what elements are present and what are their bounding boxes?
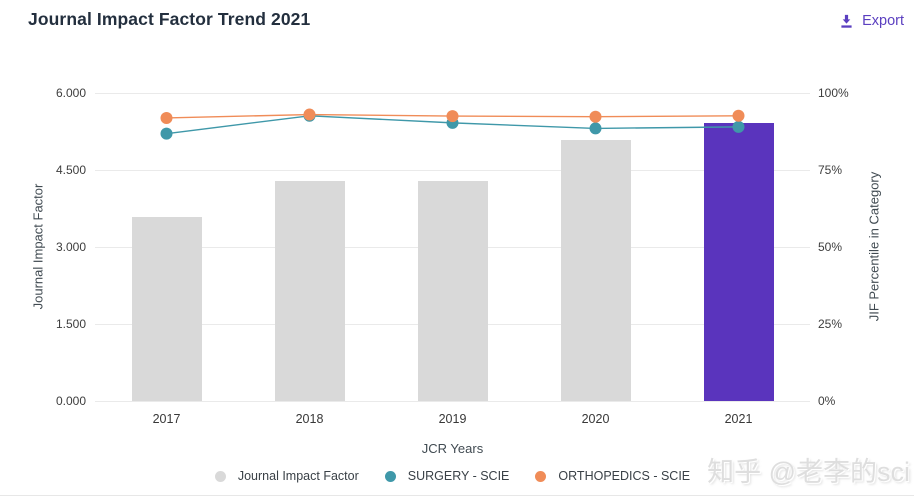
y-left-tick-label: 6.000 [55, 86, 86, 100]
data-point-orthopedics-scie-2021[interactable] [732, 109, 745, 122]
export-button[interactable]: Export [839, 13, 904, 29]
legend-dot [214, 470, 226, 482]
x-axis-title: JCR Years [421, 441, 484, 456]
bar-2017[interactable] [131, 217, 202, 401]
legend-dot [535, 470, 547, 482]
x-tick-label: 2020 [581, 412, 610, 426]
gridline [95, 401, 810, 402]
bar-2021[interactable] [703, 123, 774, 401]
chart-legend: Journal Impact Factor SURGERY - SCIE ORTHO… [95, 469, 810, 483]
y-left-tick-label: 0.000 [55, 394, 86, 408]
export-button-label: Export [862, 13, 904, 29]
legend-item-surgery-scie[interactable]: SURGERY - SCIE [384, 469, 510, 483]
legend-label: SURGERY - SCIE [407, 469, 510, 483]
left-axis-title: Journal Impact Factor [30, 183, 46, 310]
bar-2020[interactable] [560, 139, 631, 401]
data-point-surgery-scie-2019[interactable] [446, 116, 459, 129]
data-point-orthopedics-scie-2018[interactable] [303, 108, 316, 121]
y-right-tick-label: 0% [818, 394, 836, 408]
bottom-divider [0, 495, 914, 496]
data-point-orthopedics-scie-2017[interactable] [160, 111, 173, 124]
data-point-surgery-scie-2020[interactable] [589, 122, 602, 135]
y-left-tick-label: 1.500 [55, 317, 86, 331]
y-right-tick-label: 50% [818, 240, 843, 254]
legend-label: Journal Impact Factor [237, 469, 359, 483]
bar-2018[interactable] [274, 180, 345, 401]
y-right-tick-label: 75% [818, 163, 843, 177]
gridline [95, 93, 810, 94]
legend-item-orthopedics-scie[interactable]: ORTHOPEDICS - SCIE [535, 469, 690, 483]
gridline [95, 170, 810, 171]
line-surgery-scie [166, 115, 739, 135]
x-tick-label: 2021 [724, 412, 753, 426]
data-point-orthopedics-scie-2020[interactable] [589, 110, 602, 123]
y-left-tick-label: 4.500 [55, 163, 86, 177]
legend-label: ORTHOPEDICS - SCIE [558, 469, 691, 483]
legend-dot [384, 470, 396, 482]
data-point-surgery-scie-2017[interactable] [160, 127, 173, 140]
x-tick-label: 2019 [438, 412, 467, 426]
x-tick-label: 2017 [152, 412, 181, 426]
y-right-tick-label: 25% [818, 317, 843, 331]
bar-2019[interactable] [417, 180, 488, 401]
y-right-tick-label: 100% [818, 86, 849, 100]
data-point-orthopedics-scie-2019[interactable] [446, 110, 459, 123]
legend-item-journal-impact-factor[interactable]: Journal Impact Factor [214, 469, 359, 483]
y-left-tick-label: 3.000 [55, 240, 86, 254]
watermark: 知乎 @老李的sci [707, 457, 910, 487]
x-tick-label: 2018 [295, 412, 324, 426]
download-icon [841, 14, 852, 28]
right-axis-title: JIF Percentile in Category [866, 171, 882, 322]
page-title: Journal Impact Factor Trend 2021 [28, 9, 311, 29]
data-point-surgery-scie-2018[interactable] [303, 109, 316, 122]
line-orthopedics-scie [166, 113, 739, 119]
